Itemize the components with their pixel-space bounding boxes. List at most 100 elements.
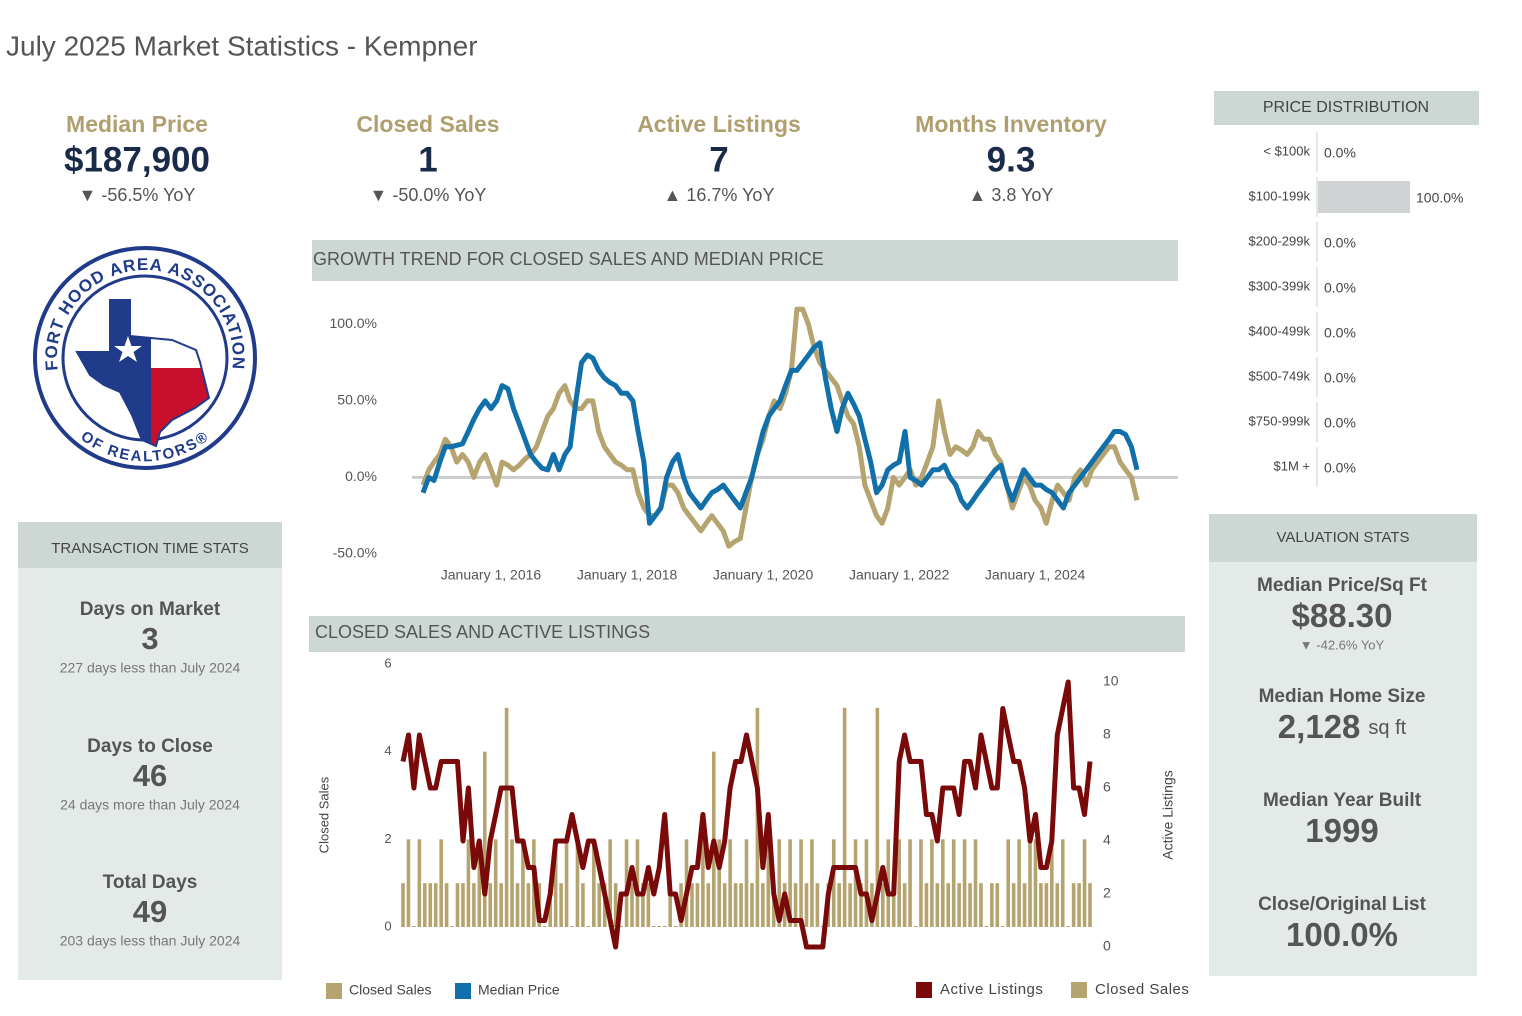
stat-number: 1999 bbox=[1305, 812, 1378, 849]
y2-tick-label: 2 bbox=[1103, 885, 1111, 901]
kpi-value: 1 bbox=[418, 140, 437, 179]
bar bbox=[1071, 883, 1076, 927]
legend-swatch bbox=[326, 983, 342, 999]
bar bbox=[739, 883, 743, 927]
bar bbox=[630, 883, 634, 927]
stat-label: Days to Close bbox=[87, 736, 213, 757]
bar bbox=[690, 883, 694, 927]
stat-value: 100.0% bbox=[1286, 916, 1398, 953]
bar bbox=[586, 926, 591, 927]
bar bbox=[428, 883, 433, 927]
legend-label: Closed Sales bbox=[349, 982, 432, 998]
stat-note: 203 days less than July 2024 bbox=[60, 933, 241, 949]
bar bbox=[592, 839, 596, 927]
stat-value: 46 bbox=[133, 758, 167, 793]
y-tick-label: 4 bbox=[384, 743, 391, 758]
value-label: 0.0% bbox=[1324, 325, 1356, 341]
bar bbox=[553, 839, 558, 927]
bar bbox=[1017, 839, 1021, 927]
kpi-label: Active Listings bbox=[637, 111, 801, 137]
stat-unit: sq ft bbox=[1368, 717, 1406, 739]
bar bbox=[510, 839, 514, 927]
bar bbox=[804, 883, 809, 927]
bar bbox=[831, 839, 836, 927]
bar bbox=[504, 707, 509, 927]
stat-value: $88.30 bbox=[1292, 597, 1393, 634]
bar bbox=[722, 883, 727, 927]
y2-tick-label: 6 bbox=[1103, 779, 1111, 795]
stat-number: 100.0% bbox=[1286, 916, 1398, 953]
bar bbox=[1000, 926, 1005, 927]
bar bbox=[940, 839, 945, 927]
bar bbox=[1082, 839, 1087, 927]
legend-swatch bbox=[1071, 982, 1087, 998]
stat-value: 49 bbox=[133, 894, 167, 929]
valuation-panel bbox=[1209, 562, 1477, 976]
bar bbox=[433, 883, 438, 927]
y2-tick-label: 4 bbox=[1103, 832, 1111, 848]
bar bbox=[788, 839, 792, 927]
bar bbox=[477, 839, 482, 927]
bar bbox=[908, 839, 912, 927]
bar bbox=[1028, 839, 1032, 927]
stat-note: 24 days more than July 2024 bbox=[60, 797, 240, 813]
kpi-change: ▼ -50.0% YoY bbox=[370, 185, 487, 205]
stat-value: 1999 bbox=[1305, 812, 1378, 849]
bar bbox=[984, 926, 989, 927]
bar bbox=[1022, 883, 1027, 927]
kpi-value: 7 bbox=[709, 140, 728, 179]
bar bbox=[1044, 883, 1049, 927]
stat-label: Median Year Built bbox=[1263, 790, 1422, 811]
bar bbox=[935, 883, 940, 927]
stat-value: 3 bbox=[141, 621, 158, 656]
bar bbox=[881, 883, 885, 927]
bar bbox=[641, 883, 645, 927]
bar bbox=[455, 883, 460, 927]
bar bbox=[919, 839, 923, 927]
price-dist-header bbox=[1214, 91, 1479, 125]
bar bbox=[482, 751, 487, 927]
y-tick-label: 0.0% bbox=[345, 468, 377, 484]
y-axis-title: Closed Sales bbox=[316, 776, 331, 853]
bar bbox=[401, 883, 405, 927]
y-tick-label: 0 bbox=[384, 918, 391, 933]
x-tick-label: January 1, 2024 bbox=[985, 567, 1086, 583]
category-label: $1M + bbox=[1274, 458, 1311, 473]
value-label: 0.0% bbox=[1324, 370, 1356, 386]
legend-label: Closed Sales bbox=[1095, 981, 1189, 998]
bar bbox=[995, 883, 1000, 927]
x-tick-label: January 1, 2016 bbox=[441, 567, 542, 583]
bar bbox=[913, 926, 918, 927]
legend-label: Median Price bbox=[478, 982, 560, 998]
bar bbox=[466, 839, 471, 927]
bar bbox=[859, 883, 863, 927]
bar bbox=[668, 883, 672, 927]
bar bbox=[559, 883, 563, 927]
bar bbox=[1060, 839, 1065, 927]
bar bbox=[717, 839, 722, 927]
value-label: 0.0% bbox=[1324, 460, 1356, 476]
y-tick-label: 2 bbox=[384, 831, 391, 846]
bar bbox=[979, 883, 983, 927]
series-line bbox=[420, 340, 1140, 526]
bar bbox=[815, 883, 820, 927]
bar bbox=[968, 883, 972, 927]
bar bbox=[488, 883, 493, 927]
transaction-panel bbox=[18, 568, 282, 980]
bar bbox=[799, 839, 803, 927]
growth-title: GROWTH TREND FOR CLOSED SALES AND MEDIAN… bbox=[313, 249, 824, 269]
bar bbox=[750, 883, 754, 927]
stat-note: 227 days less than July 2024 bbox=[60, 660, 241, 676]
bar bbox=[1318, 181, 1410, 213]
bar bbox=[613, 883, 618, 927]
bar bbox=[728, 839, 732, 927]
bar bbox=[837, 883, 841, 927]
bar bbox=[564, 839, 569, 927]
category-label: $100-199k bbox=[1249, 188, 1311, 203]
bar bbox=[493, 839, 498, 927]
stat-label: Days on Market bbox=[80, 599, 221, 620]
value-label: 0.0% bbox=[1324, 415, 1356, 431]
page-title: July 2025 Market Statistics - Kempner bbox=[6, 30, 478, 61]
stat-label: Close/Original List bbox=[1258, 894, 1427, 915]
